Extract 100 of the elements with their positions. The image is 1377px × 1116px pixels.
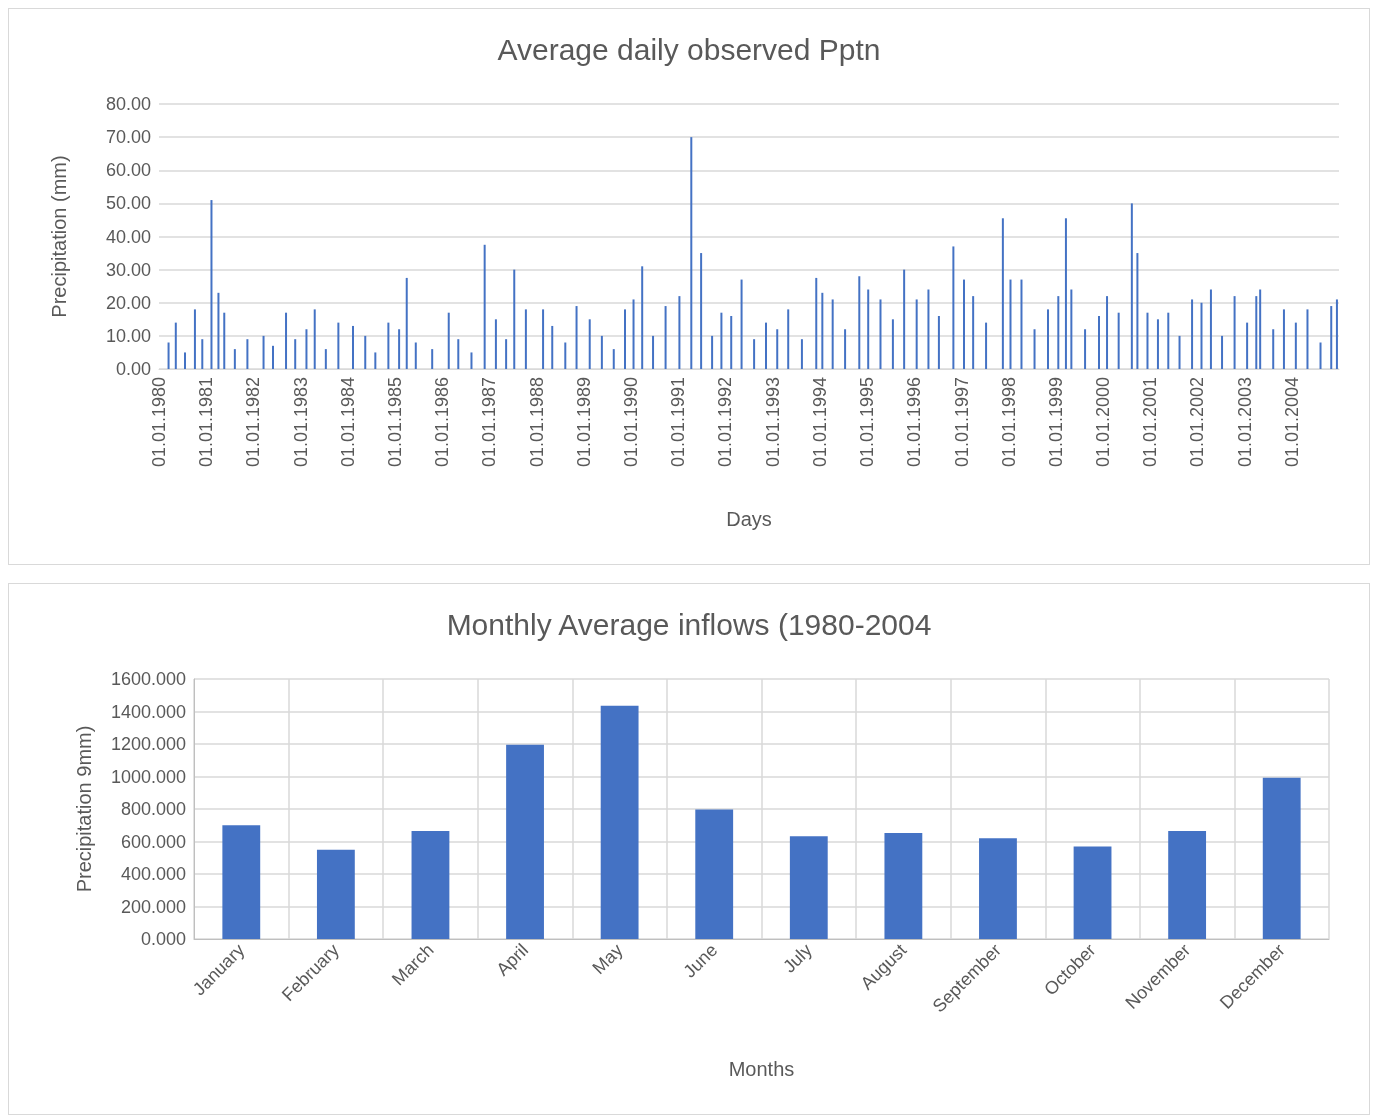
bar bbox=[624, 309, 626, 369]
x-tick-label: 01.01.2004 bbox=[1281, 377, 1302, 468]
x-tick-label: 01.01.1997 bbox=[951, 377, 972, 468]
x-tick-label: 01.01.1983 bbox=[290, 377, 311, 468]
x-tick-label: 01.01.1986 bbox=[432, 377, 453, 468]
x-tick-label: 01.01.1989 bbox=[573, 377, 594, 468]
bar bbox=[600, 705, 639, 939]
chart-title: Monthly Average inflows (1980-2004 bbox=[446, 607, 932, 641]
bar bbox=[1073, 846, 1112, 939]
bar bbox=[879, 299, 882, 369]
bar bbox=[405, 277, 408, 369]
bar bbox=[800, 339, 803, 369]
x-tick-label: 01.01.1995 bbox=[857, 377, 878, 468]
bar bbox=[937, 316, 940, 369]
y-axis-title: Precipitation 9mm) bbox=[73, 725, 95, 893]
bar bbox=[262, 335, 265, 369]
x-tick-label: 01.01.1982 bbox=[243, 377, 264, 468]
bar bbox=[753, 339, 756, 369]
y-tick-label: 800.000 bbox=[120, 799, 186, 819]
bar bbox=[711, 335, 714, 369]
bar bbox=[690, 137, 693, 369]
bar bbox=[246, 339, 249, 369]
bar bbox=[233, 349, 236, 369]
bar bbox=[313, 309, 316, 369]
bar bbox=[387, 322, 390, 369]
bar bbox=[1117, 312, 1120, 369]
bar bbox=[1200, 302, 1203, 369]
bar bbox=[972, 296, 975, 369]
bar bbox=[1009, 279, 1012, 369]
bar bbox=[612, 349, 615, 369]
bar bbox=[1168, 830, 1207, 939]
bar bbox=[776, 329, 779, 369]
y-tick-label: 1000.000 bbox=[110, 766, 186, 787]
bar bbox=[398, 329, 401, 369]
bar bbox=[821, 292, 824, 369]
bar bbox=[411, 830, 450, 939]
bar bbox=[1330, 306, 1333, 369]
bar bbox=[787, 309, 790, 369]
bar bbox=[720, 312, 723, 369]
y-tick-label: 60.00 bbox=[105, 160, 151, 181]
bar bbox=[1221, 335, 1224, 369]
bar bbox=[374, 352, 377, 369]
bar bbox=[730, 316, 733, 369]
x-tick-label: 01.01.2001 bbox=[1140, 377, 1161, 468]
bar bbox=[494, 319, 497, 369]
y-tick-label: 0.00 bbox=[115, 359, 151, 379]
bar bbox=[1167, 312, 1170, 369]
bar bbox=[891, 319, 894, 369]
bar bbox=[1319, 342, 1322, 369]
x-tick-label: 01.01.1993 bbox=[762, 377, 783, 468]
bar bbox=[217, 292, 220, 369]
bar bbox=[1136, 253, 1139, 369]
y-tick-label: 40.00 bbox=[105, 226, 151, 247]
bar bbox=[1178, 335, 1181, 369]
bar bbox=[470, 352, 473, 369]
bar bbox=[858, 276, 861, 369]
bar bbox=[337, 322, 340, 369]
x-tick-label: 01.01.2000 bbox=[1093, 377, 1114, 468]
bar bbox=[740, 279, 743, 369]
bar bbox=[664, 306, 667, 369]
y-tick-label: 600.000 bbox=[120, 831, 186, 852]
bar bbox=[1033, 329, 1036, 369]
x-tick-label: 01.01.1988 bbox=[526, 377, 547, 468]
bar bbox=[1057, 296, 1060, 369]
bar bbox=[285, 312, 288, 369]
x-tick-label: 01.01.2002 bbox=[1187, 377, 1208, 468]
y-tick-label: 400.000 bbox=[120, 864, 186, 884]
bar bbox=[1146, 312, 1149, 369]
bar bbox=[167, 342, 170, 369]
bar bbox=[294, 339, 297, 369]
bar bbox=[414, 342, 417, 369]
bar bbox=[915, 299, 918, 369]
y-tick-label: 50.00 bbox=[105, 193, 151, 214]
bar bbox=[551, 325, 554, 369]
bar bbox=[927, 289, 930, 369]
bar bbox=[678, 296, 681, 369]
bar bbox=[952, 246, 955, 369]
bar bbox=[305, 329, 308, 369]
bar bbox=[632, 299, 635, 369]
x-tick-label: 01.01.1998 bbox=[998, 377, 1019, 468]
bar bbox=[1306, 309, 1309, 369]
bar bbox=[1294, 322, 1297, 369]
bar bbox=[1070, 289, 1073, 369]
bar bbox=[700, 253, 703, 369]
bar bbox=[223, 312, 226, 369]
bar bbox=[505, 339, 508, 369]
bar bbox=[1064, 218, 1067, 369]
y-tick-label: 1400.000 bbox=[110, 701, 186, 722]
y-tick-label: 30.00 bbox=[105, 259, 151, 280]
bar bbox=[1335, 299, 1338, 369]
bar bbox=[1001, 218, 1004, 369]
bar bbox=[324, 349, 327, 369]
bar bbox=[271, 345, 274, 369]
bar bbox=[564, 342, 567, 369]
bar bbox=[193, 309, 196, 369]
x-tick-label: July bbox=[779, 939, 816, 977]
bar bbox=[542, 309, 545, 369]
bar bbox=[210, 200, 213, 369]
bar bbox=[1098, 316, 1101, 369]
bar bbox=[1106, 296, 1109, 369]
